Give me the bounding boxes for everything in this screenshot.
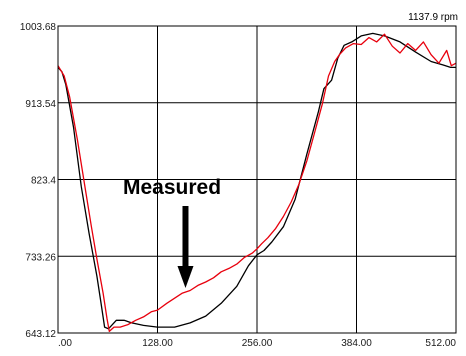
series-line-0: [57, 32, 456, 330]
arrow-head: [177, 265, 194, 288]
x-axis-labels: .00 128.00 256.00 384.00 512.00: [58, 338, 456, 349]
y-tick-label-2: 823.4: [31, 176, 56, 187]
x-tick-label-4: 512.00: [425, 338, 456, 349]
y-tick-label-3: 733.26: [25, 252, 56, 263]
plot-frame: [57, 25, 457, 334]
annotation-arrow: [177, 206, 194, 288]
annotation-measured: Measured: [123, 176, 221, 199]
rpm-label: 1137.9 rpm: [408, 12, 458, 23]
series-line-1: [57, 33, 457, 333]
x-tick-label-0: .00: [58, 338, 72, 349]
x-tick-label-1: 128.00: [142, 338, 173, 349]
series-lines: [57, 32, 457, 333]
y-axis-labels: 1003.68 913.54 823.4 733.26 643.12: [20, 22, 57, 340]
x-tick-label-3: 384.00: [341, 338, 372, 349]
y-tick-label-1: 913.54: [25, 99, 56, 110]
y-tick-label-4: 643.12: [25, 329, 56, 340]
y-tick-label-0: 1003.68: [20, 22, 57, 33]
x-tick-label-2: 256.00: [242, 338, 273, 349]
